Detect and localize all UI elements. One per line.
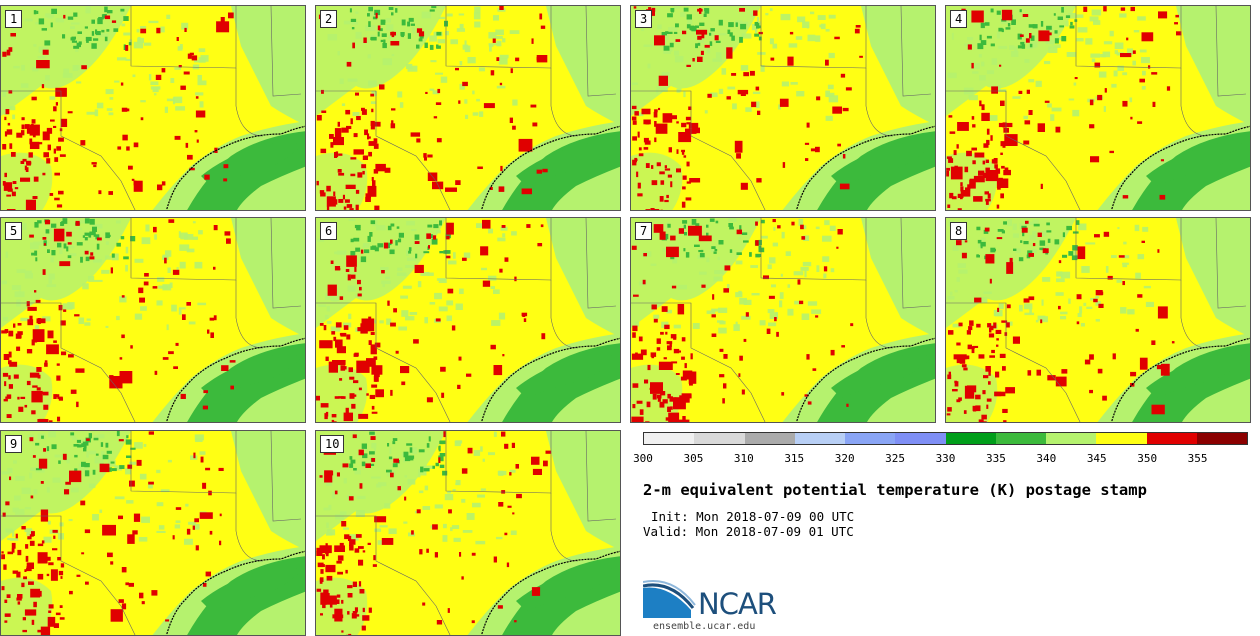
colorbar-segment bbox=[644, 433, 694, 444]
member-number-label: 5 bbox=[5, 222, 22, 240]
init-time: Init: Mon 2018-07-09 00 UTC bbox=[651, 509, 854, 524]
member-map bbox=[946, 6, 1251, 211]
postage-stamp-panel: 1 bbox=[0, 5, 306, 211]
member-map bbox=[1, 6, 306, 211]
member-number-label: 7 bbox=[635, 222, 652, 240]
member-map bbox=[316, 6, 621, 211]
postage-stamp-panel: 2 bbox=[315, 5, 621, 211]
postage-stamp-panel: 8 bbox=[945, 217, 1251, 423]
colorbar-tick-label: 305 bbox=[683, 452, 703, 465]
postage-stamp-panel: 7 bbox=[630, 217, 936, 423]
colorbar-segment bbox=[996, 433, 1046, 444]
site-url: ensemble.ucar.edu bbox=[653, 621, 755, 632]
ncar-logo-text: NCAR bbox=[698, 587, 776, 621]
colorbar-tick-label: 355 bbox=[1188, 452, 1208, 465]
colorbar-segment bbox=[1147, 433, 1197, 444]
colorbar-segment bbox=[795, 433, 845, 444]
postage-stamp-panel: 5 bbox=[0, 217, 306, 423]
postage-stamp-panel: 3 bbox=[630, 5, 936, 211]
member-number-label: 8 bbox=[950, 222, 967, 240]
colorbar-segment bbox=[694, 433, 744, 444]
colorbar-tick-label: 320 bbox=[835, 452, 855, 465]
member-map bbox=[316, 218, 621, 423]
member-number-label: 10 bbox=[320, 435, 344, 453]
member-map bbox=[631, 218, 936, 423]
member-number-label: 4 bbox=[950, 10, 967, 28]
colorbar-tick-label: 350 bbox=[1137, 452, 1157, 465]
colorbar-tick-label: 300 bbox=[633, 452, 653, 465]
member-number-label: 6 bbox=[320, 222, 337, 240]
member-map bbox=[946, 218, 1251, 423]
plot-title: 2-m equivalent potential temperature (K)… bbox=[643, 481, 1147, 499]
colorbar-segment bbox=[745, 433, 795, 444]
postage-stamp-panel: 9 bbox=[0, 430, 306, 636]
colorbar-tick-label: 345 bbox=[1087, 452, 1107, 465]
postage-stamp-panel: 10 bbox=[315, 430, 621, 636]
colorbar-segment bbox=[946, 433, 996, 444]
colorbar-tick-label: 340 bbox=[1036, 452, 1056, 465]
postage-stamp-panel: 6 bbox=[315, 217, 621, 423]
member-map bbox=[1, 218, 306, 423]
postage-stamp-panel: 4 bbox=[945, 5, 1251, 211]
member-map bbox=[316, 431, 621, 636]
colorbar-segment bbox=[1197, 433, 1247, 444]
member-number-label: 2 bbox=[320, 10, 337, 28]
colorbar-tick-label: 330 bbox=[936, 452, 956, 465]
member-map bbox=[631, 6, 936, 211]
member-number-label: 3 bbox=[635, 10, 652, 28]
colorbar-tick-label: 335 bbox=[986, 452, 1006, 465]
colorbar-segment bbox=[895, 433, 945, 444]
colorbar-segment bbox=[845, 433, 895, 444]
colorbar-tick-label: 310 bbox=[734, 452, 754, 465]
colorbar bbox=[643, 432, 1248, 445]
member-map bbox=[1, 431, 306, 636]
member-number-label: 1 bbox=[5, 10, 22, 28]
colorbar-segment bbox=[1096, 433, 1146, 444]
valid-time: Valid: Mon 2018-07-09 01 UTC bbox=[643, 524, 854, 539]
member-number-label: 9 bbox=[5, 435, 22, 453]
colorbar-segment bbox=[1046, 433, 1096, 444]
colorbar-tick-label: 325 bbox=[885, 452, 905, 465]
colorbar-tick-label: 315 bbox=[784, 452, 804, 465]
